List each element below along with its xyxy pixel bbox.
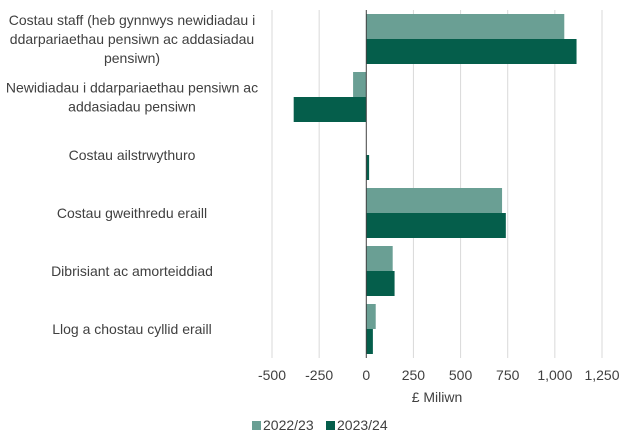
- bar-2023-24-2: [366, 155, 370, 180]
- category-label-line: pensiwn): [104, 50, 160, 66]
- category-label-line: ddarpariaethau pensiwn ac addasiadau: [10, 31, 254, 47]
- x-tick-label: 250: [402, 367, 426, 383]
- category-label-line: Newidiadau i ddarpariaethau pensiwn ac: [6, 80, 258, 96]
- bar-2022-23-5: [366, 304, 376, 329]
- category-labels: Costau staff (heb gynnwys newidiadau i dd…: [6, 12, 258, 337]
- legend-swatch: [252, 421, 261, 430]
- bars: [293, 14, 577, 354]
- category-label: Llog a chostau cyllid eraill: [52, 321, 212, 337]
- category-label-line: Dibrisiant ac amorteiddiad: [51, 263, 213, 279]
- bar-2023-24-3: [366, 213, 506, 238]
- category-label-line: Costau staff (heb gynnwys newidiadau i: [9, 12, 255, 28]
- gridlines: [271, 10, 603, 358]
- x-axis-title: £ Miliwn: [412, 389, 463, 405]
- bar-2023-24-0: [366, 39, 577, 64]
- bar-2022-23-3: [366, 188, 503, 213]
- x-tick-label: 500: [449, 367, 473, 383]
- legend-label: 2023/24: [337, 417, 388, 433]
- x-tick-label: 1,000: [537, 367, 572, 383]
- category-label-line: Costau ailstrwythuro: [69, 147, 196, 163]
- x-tick-label: 0: [362, 367, 370, 383]
- x-tick-label: -250: [305, 367, 333, 383]
- x-tick-label: 750: [496, 367, 520, 383]
- category-label-line: Costau gweithredu eraill: [57, 205, 207, 221]
- category-label: Costau staff (heb gynnwys newidiadau i dd…: [9, 12, 255, 66]
- bar-2022-23-0: [366, 14, 565, 39]
- bar-2023-24-4: [366, 271, 395, 296]
- x-tick-label: -500: [258, 367, 286, 383]
- bar-2023-24-1: [293, 97, 367, 122]
- bar-2023-24-5: [366, 329, 373, 354]
- bar-2022-23-1: [353, 72, 367, 97]
- category-label: Costau ailstrwythuro: [69, 147, 196, 163]
- category-label-line: addasiadau pensiwn: [68, 99, 196, 115]
- category-label-line: Llog a chostau cyllid eraill: [52, 321, 212, 337]
- legend-swatch: [326, 421, 335, 430]
- category-label: Newidiadau i ddarpariaethau pensiwn ac ad…: [6, 80, 258, 115]
- category-label: Costau gweithredu eraill: [57, 205, 207, 221]
- bar-2022-23-4: [366, 246, 393, 271]
- legend-label: 2022/23: [263, 417, 314, 433]
- x-tick-label: 1,250: [584, 367, 619, 383]
- x-tick-labels: -500 -250 0 250 500 750 1,000 1,250: [258, 367, 620, 383]
- legend: 2022/23 2023/24: [252, 417, 388, 433]
- category-label: Dibrisiant ac amorteiddiad: [51, 263, 213, 279]
